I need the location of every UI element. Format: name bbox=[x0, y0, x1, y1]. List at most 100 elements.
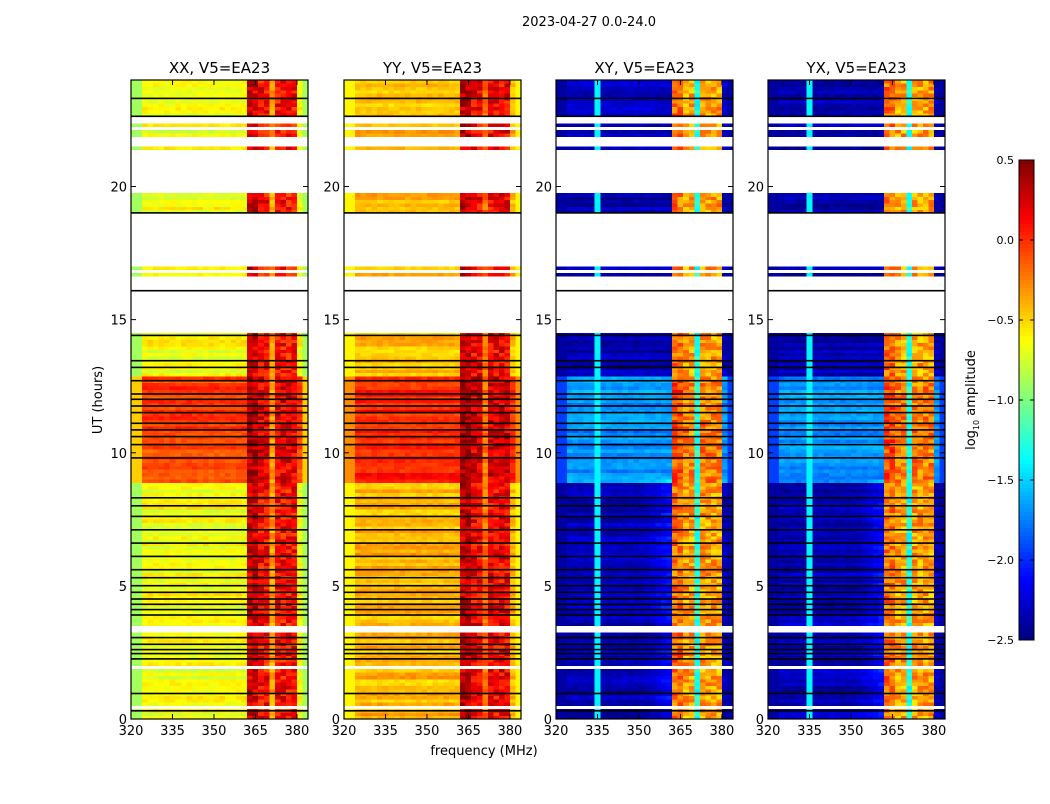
heatmap-cell bbox=[203, 390, 209, 394]
heatmap-cell bbox=[186, 712, 192, 716]
heatmap-cell bbox=[148, 702, 154, 706]
heatmap-cell bbox=[280, 662, 286, 666]
heatmap-cell bbox=[208, 689, 214, 693]
heatmap-cell bbox=[242, 370, 248, 374]
heatmap-cell bbox=[153, 273, 159, 277]
heatmap-cell bbox=[297, 699, 303, 703]
heatmap-cell bbox=[236, 206, 242, 210]
heatmap-cell bbox=[153, 696, 159, 700]
heatmap-cell bbox=[449, 686, 455, 690]
heatmap-cell bbox=[153, 439, 159, 443]
heatmap-cell bbox=[275, 203, 281, 207]
heatmap-cell bbox=[175, 622, 181, 626]
heatmap-cell bbox=[253, 493, 259, 497]
heatmap-cell bbox=[247, 350, 253, 354]
heatmap-cell bbox=[214, 466, 220, 470]
heatmap-cell bbox=[416, 699, 422, 703]
heatmap-cell bbox=[297, 696, 303, 700]
heatmap-cell bbox=[264, 699, 270, 703]
heatmap-cell bbox=[225, 133, 231, 137]
heatmap-cell bbox=[291, 353, 297, 357]
heatmap-cell bbox=[164, 616, 170, 620]
heatmap-cell bbox=[192, 446, 198, 450]
heatmap-cell bbox=[253, 686, 259, 690]
heatmap-cell bbox=[208, 476, 214, 480]
heatmap-cell bbox=[220, 193, 226, 197]
heatmap-cell bbox=[242, 193, 248, 197]
heatmap-cell bbox=[148, 523, 154, 527]
heatmap-cell bbox=[142, 463, 148, 467]
heatmap-cell bbox=[192, 383, 198, 387]
heatmap-cell bbox=[197, 639, 203, 643]
heatmap-cell bbox=[220, 689, 226, 693]
heatmap-cell bbox=[175, 133, 181, 137]
heatmap-cell bbox=[253, 672, 259, 676]
heatmap-cell bbox=[208, 686, 214, 690]
heatmap-cell bbox=[197, 200, 203, 204]
heatmap-cell bbox=[361, 682, 367, 686]
heatmap-cell bbox=[258, 473, 264, 477]
heatmap-cell bbox=[297, 523, 303, 527]
heatmap-cell bbox=[170, 662, 176, 666]
heatmap-cell bbox=[159, 546, 165, 550]
heatmap-cell bbox=[253, 390, 259, 394]
heatmap-cell bbox=[280, 479, 286, 483]
y-tick-label: 5 bbox=[119, 580, 127, 595]
heatmap-cell bbox=[148, 446, 154, 450]
heatmap-cell bbox=[153, 346, 159, 350]
heatmap-cell bbox=[153, 90, 159, 94]
heatmap-cell bbox=[170, 90, 176, 94]
heatmap-cell bbox=[286, 376, 292, 380]
heatmap-cell bbox=[175, 669, 181, 673]
heatmap-cell bbox=[181, 90, 187, 94]
heatmap-cell bbox=[159, 679, 165, 683]
heatmap-cell bbox=[427, 699, 433, 703]
heatmap-cell bbox=[197, 622, 203, 626]
heatmap-cell bbox=[433, 676, 439, 680]
heatmap-cell bbox=[291, 682, 297, 686]
heatmap-cell bbox=[280, 619, 286, 623]
heatmap-cell bbox=[164, 336, 170, 340]
heatmap-cell bbox=[247, 489, 253, 493]
heatmap-cell bbox=[231, 386, 237, 390]
heatmap-cell bbox=[449, 672, 455, 676]
heatmap-cell bbox=[208, 499, 214, 503]
heatmap-cell bbox=[164, 622, 170, 626]
heatmap-cell bbox=[153, 107, 159, 111]
heatmap-cell bbox=[258, 509, 264, 513]
heatmap-cell bbox=[269, 147, 275, 151]
heatmap-cell bbox=[153, 133, 159, 137]
heatmap-cell bbox=[197, 573, 203, 577]
heatmap-cell bbox=[247, 100, 253, 104]
heatmap-cell bbox=[242, 702, 248, 706]
heatmap-cell bbox=[197, 439, 203, 443]
heatmap-cell bbox=[131, 546, 137, 550]
heatmap-cell bbox=[269, 370, 275, 374]
heatmap-cell bbox=[159, 200, 165, 204]
heatmap-cell bbox=[192, 559, 198, 563]
heatmap-cell bbox=[291, 559, 297, 563]
heatmap-cell bbox=[159, 386, 165, 390]
heatmap-cell bbox=[236, 343, 242, 347]
heatmap-cell bbox=[225, 622, 231, 626]
heatmap-cell bbox=[275, 579, 281, 583]
heatmap-cell bbox=[225, 110, 231, 114]
heatmap-cell bbox=[142, 479, 148, 483]
heatmap-cell bbox=[286, 370, 292, 374]
heatmap-cell bbox=[225, 523, 231, 527]
heatmap-cell bbox=[291, 340, 297, 344]
heatmap-cell bbox=[186, 363, 192, 367]
heatmap-cell bbox=[142, 446, 148, 450]
heatmap-cell bbox=[242, 573, 248, 577]
heatmap-cell bbox=[214, 130, 220, 134]
heatmap-cell bbox=[170, 622, 176, 626]
heatmap-cell bbox=[170, 103, 176, 107]
heatmap-cell bbox=[231, 350, 237, 354]
heatmap-cell bbox=[181, 519, 187, 523]
heatmap-cell bbox=[225, 83, 231, 87]
heatmap-cell bbox=[164, 559, 170, 563]
heatmap-cell bbox=[137, 416, 143, 420]
heatmap-cell bbox=[220, 416, 226, 420]
heatmap-cell bbox=[297, 196, 303, 200]
